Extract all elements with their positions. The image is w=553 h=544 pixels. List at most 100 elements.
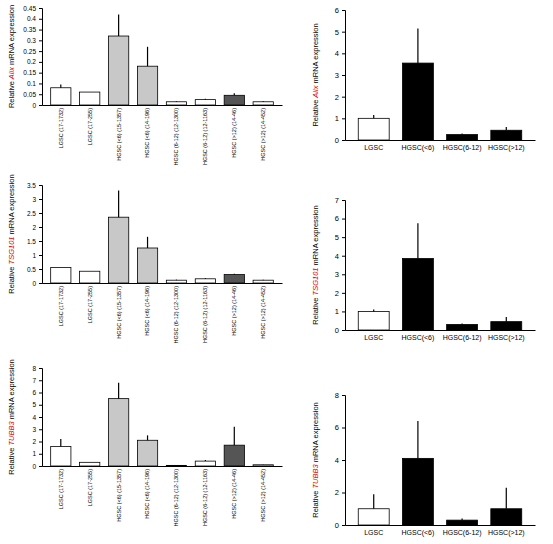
x-tick: HGSC (<6) (14-196) [144, 469, 150, 519]
x-tick-label: HGSC(>12) [488, 334, 525, 342]
x-tick: HGSC(6-12) [443, 334, 482, 342]
x-tick-label: HGSC (>12) (14-452) [260, 108, 266, 161]
bar [166, 465, 186, 466]
x-tick-label: HGSC (<6) (15-1357) [116, 108, 122, 161]
y-axis-line [39, 369, 43, 467]
error-line [506, 317, 507, 322]
x-tick: HGSC (6-12) (12-1300) [173, 286, 179, 344]
error-bar [373, 310, 374, 312]
error-line [263, 464, 264, 466]
error-bar [417, 223, 418, 258]
x-tick-label: HGSC (6-12) (12-1163) [202, 108, 208, 165]
x-tick-label: HGSC (<6) (15-1357) [116, 469, 122, 522]
bar [447, 324, 478, 330]
error-bar [462, 134, 463, 135]
y-tick-label: 0 [335, 326, 339, 335]
bar [253, 465, 273, 466]
y-tick: 0.5 [27, 266, 42, 273]
y-tick-label: 0.45 [23, 5, 36, 12]
y-tick-mark [39, 30, 42, 31]
y-tick-label: 2 [335, 93, 339, 102]
y-axis-title-part: expression [311, 205, 320, 243]
y-tick: 1.5 [27, 238, 42, 245]
error-line [176, 279, 177, 281]
bar [447, 135, 478, 140]
x-tick-label: HGSC(6-12) [443, 144, 482, 152]
x-tick: HGSC (<6) (15-1357) [116, 469, 122, 522]
x-tick: HGSC(>12) [488, 529, 525, 537]
y-axis-title-part: Relative [7, 448, 16, 475]
error-bar [373, 115, 374, 118]
y-tick-label: 0 [32, 463, 36, 470]
y-axis-title-part: Alix [7, 67, 16, 81]
x-tick-label: HGSC (6-12) (12-1163) [202, 469, 208, 526]
panel: 00.511.522.533.5LGSC (17-1732)LGSC (17-2… [27, 182, 283, 344]
error-line [506, 488, 507, 509]
bar [137, 66, 157, 105]
y-axis: 01234567 [335, 196, 346, 335]
bar [137, 440, 157, 466]
y-tick-mark [342, 330, 345, 331]
y-axis: 012345678 [32, 365, 42, 470]
y-tick-label: 2.5 [27, 210, 36, 217]
y-tick-mark [39, 83, 42, 84]
x-tick-label: LGSC [364, 529, 383, 536]
x-tick-label: HGSC (6-12) (12-1300) [173, 286, 179, 344]
y-tick-label: 7 [335, 196, 339, 205]
bar [491, 130, 522, 140]
x-tick-label: HGSC(6-12) [443, 334, 482, 342]
x-tick: LGSC (17-255) [87, 108, 93, 145]
y-tick-label: 0.2 [27, 58, 36, 65]
y-axis-title-part: Relative [7, 81, 16, 108]
y-tick-label: 0 [32, 102, 36, 109]
x-tick: HGSC (>12) (14-46) [231, 108, 237, 158]
y-tick-mark [342, 256, 345, 257]
y-tick: 2 [32, 224, 42, 231]
error-bar [263, 101, 264, 103]
y-tick: 6 [335, 423, 345, 432]
x-tick: HGSC (>12) (14-46) [231, 286, 237, 336]
bar [166, 280, 186, 283]
plot-area [358, 421, 521, 525]
error-bar [462, 519, 463, 521]
error-bar [234, 427, 235, 445]
y-tick-label: 4 [335, 252, 339, 261]
x-axis-line [346, 140, 536, 141]
error-line [417, 421, 418, 458]
y-tick-label: 4 [335, 49, 339, 58]
y-tick-label: 6 [335, 6, 339, 15]
x-tick: LGSC (17-255) [87, 469, 93, 506]
bar [447, 520, 478, 525]
x-tick: HGSC(<6) [401, 144, 434, 152]
y-tick-label: 8 [32, 365, 36, 372]
x-tick-label: HGSC(<6) [401, 529, 434, 537]
y-tick-mark [39, 380, 42, 381]
y-tick-mark [39, 255, 42, 256]
x-tick-label: HGSC (6-12) (12-1300) [173, 469, 179, 527]
bar [358, 118, 389, 140]
y-tick: 3 [32, 426, 42, 433]
x-tick: HGSC (<6) (15-1357) [116, 286, 122, 339]
y-axis-title-part: mRNA [7, 397, 16, 421]
y-tick: 0.05 [23, 91, 42, 98]
y-tick-mark [342, 53, 345, 54]
y-tick-mark [39, 405, 42, 406]
y-tick-mark [39, 19, 42, 20]
panel: 01234567LGSCHGSC(<6)HGSC(6-12)HGSC(>12) [335, 196, 536, 342]
error-line [263, 101, 264, 103]
x-axis-line [43, 283, 283, 284]
error-line [147, 47, 148, 66]
x-tick: HGSC(6-12) [443, 144, 482, 152]
y-tick-mark [342, 97, 345, 98]
y-tick-mark [39, 199, 42, 200]
y-tick-mark [342, 75, 345, 76]
y-tick-label: 3 [335, 71, 339, 80]
x-axis-line [43, 466, 283, 467]
y-tick-label: 5 [32, 401, 36, 408]
y-axis-title-part: Relative [311, 491, 320, 518]
x-tick: HGSC (>12) (14-452) [260, 286, 266, 339]
x-tick: HGSC (6-12) (12-1163) [202, 469, 208, 526]
x-tick: HGSC(>12) [488, 334, 525, 342]
error-bar [176, 101, 177, 103]
x-tick: HGSC (6-12) (12-1163) [202, 108, 208, 165]
